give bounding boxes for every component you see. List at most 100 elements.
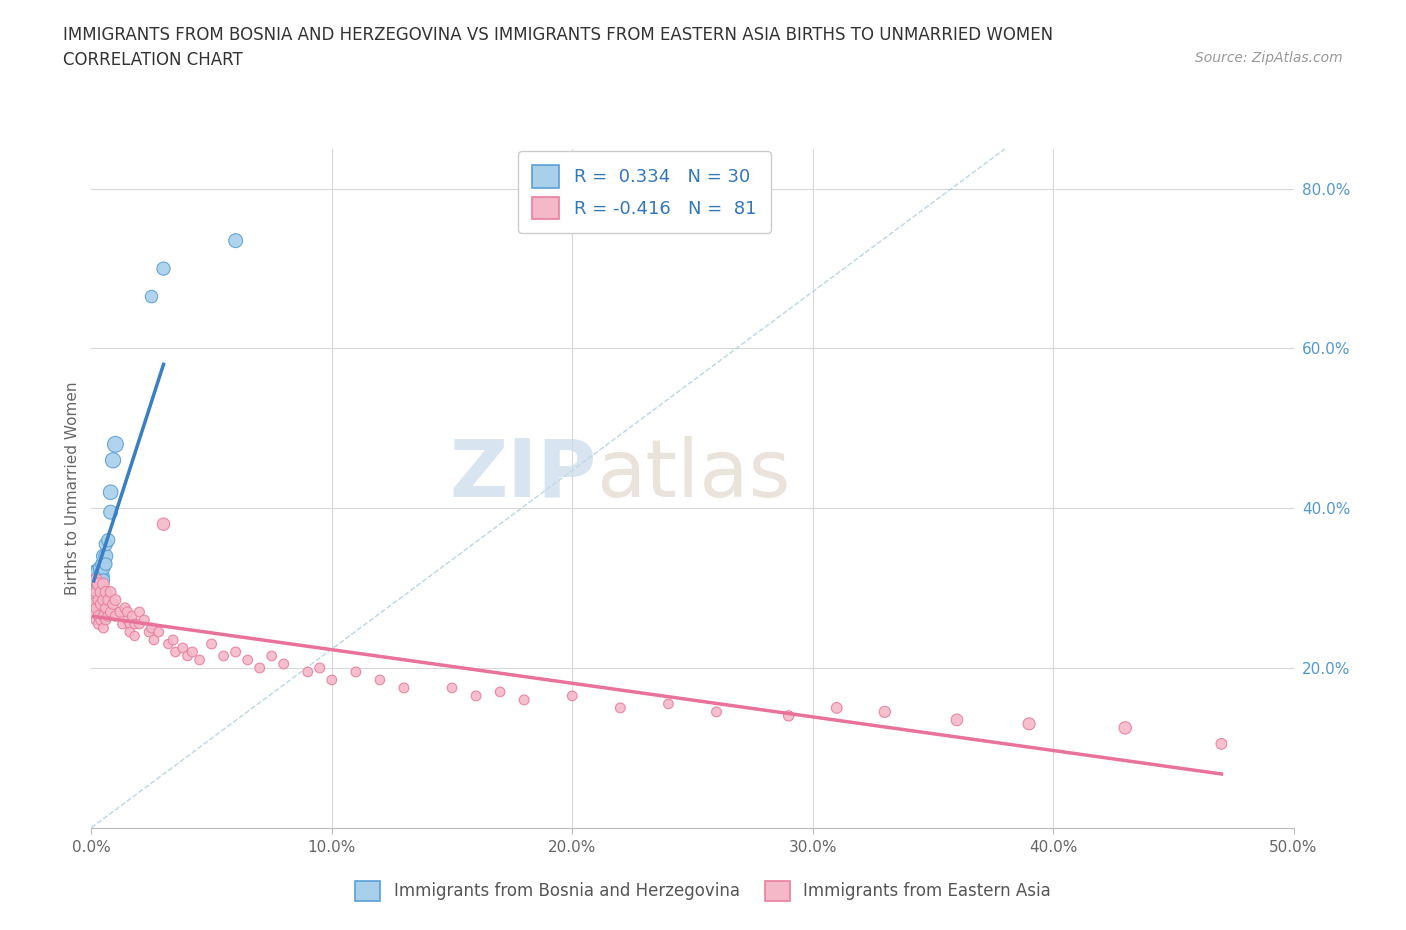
Point	[111, 617, 134, 631]
Point	[297, 665, 319, 680]
Point	[83, 604, 105, 619]
Point	[114, 601, 136, 616]
Point	[90, 565, 112, 579]
Point	[321, 672, 343, 687]
Point	[87, 577, 110, 591]
Point	[465, 688, 488, 703]
Point	[100, 485, 122, 499]
Point	[212, 648, 235, 663]
Point	[181, 644, 204, 659]
Point	[104, 437, 127, 452]
Point	[83, 589, 105, 604]
Point	[94, 557, 117, 572]
Point	[84, 585, 107, 600]
Text: IMMIGRANTS FROM BOSNIA AND HERZEGOVINA VS IMMIGRANTS FROM EASTERN ASIA BIRTHS TO: IMMIGRANTS FROM BOSNIA AND HERZEGOVINA V…	[63, 26, 1053, 44]
Point	[84, 573, 107, 588]
Point	[104, 592, 127, 607]
Point	[128, 604, 150, 619]
Point	[87, 592, 110, 607]
Point	[513, 693, 536, 708]
Point	[124, 629, 146, 644]
Point	[84, 565, 107, 579]
Point	[83, 597, 105, 612]
Point	[118, 617, 141, 631]
Point	[104, 608, 127, 623]
Point	[260, 648, 283, 663]
Point	[84, 613, 107, 628]
Point	[308, 660, 330, 675]
Point	[100, 585, 122, 600]
Text: CORRELATION CHART: CORRELATION CHART	[63, 51, 243, 69]
Point	[118, 625, 141, 640]
Point	[84, 585, 107, 600]
Point	[110, 604, 132, 619]
Point	[87, 608, 110, 623]
Point	[128, 617, 150, 631]
Point	[93, 557, 115, 572]
Point	[83, 573, 105, 588]
Point	[249, 660, 271, 675]
Point	[93, 592, 115, 607]
Point	[101, 597, 124, 612]
Point	[946, 712, 969, 727]
Point	[97, 592, 120, 607]
Point	[87, 577, 110, 591]
Point	[201, 636, 224, 651]
Point	[344, 665, 367, 680]
Point	[225, 233, 247, 248]
Point	[152, 517, 174, 532]
Point	[152, 261, 174, 276]
Point	[157, 636, 180, 651]
Point	[87, 565, 110, 579]
Point	[392, 681, 415, 696]
Point	[142, 632, 165, 647]
Point	[100, 505, 122, 520]
Point	[609, 700, 631, 715]
Point	[93, 549, 115, 564]
Point	[93, 577, 115, 591]
Legend: R =  0.334   N = 30, R = -0.416   N =  81: R = 0.334 N = 30, R = -0.416 N = 81	[517, 151, 770, 233]
Point	[236, 653, 259, 668]
Text: Source: ZipAtlas.com: Source: ZipAtlas.com	[1195, 51, 1343, 65]
Point	[273, 657, 295, 671]
Point	[94, 537, 117, 551]
Point	[141, 620, 163, 635]
Point	[90, 561, 112, 576]
Point	[94, 549, 117, 564]
Point	[561, 688, 583, 703]
Point	[124, 617, 146, 631]
Point	[172, 641, 194, 656]
Point	[778, 709, 800, 724]
Point	[121, 608, 143, 623]
Point	[141, 289, 163, 304]
Point	[489, 684, 512, 699]
Point	[657, 697, 679, 711]
Point	[87, 573, 110, 588]
Point	[825, 700, 848, 715]
Point	[87, 573, 110, 588]
Point	[134, 613, 156, 628]
Point	[83, 577, 105, 591]
Legend: Immigrants from Bosnia and Herzegovina, Immigrants from Eastern Asia: Immigrants from Bosnia and Herzegovina, …	[349, 874, 1057, 908]
Point	[84, 568, 107, 583]
Point	[90, 573, 112, 588]
Point	[90, 613, 112, 628]
Point	[94, 601, 117, 616]
Point	[873, 704, 896, 719]
Point	[117, 613, 139, 628]
Point	[440, 681, 463, 696]
Point	[225, 644, 247, 659]
Point	[84, 580, 107, 595]
Point	[93, 561, 115, 576]
Point	[90, 597, 112, 612]
Point	[87, 617, 110, 631]
Point	[84, 601, 107, 616]
Point	[90, 580, 112, 595]
Text: ZIP: ZIP	[449, 435, 596, 513]
Point	[117, 604, 139, 619]
Text: atlas: atlas	[596, 435, 790, 513]
Point	[90, 585, 112, 600]
Point	[93, 608, 115, 623]
Point	[148, 625, 170, 640]
Point	[94, 585, 117, 600]
